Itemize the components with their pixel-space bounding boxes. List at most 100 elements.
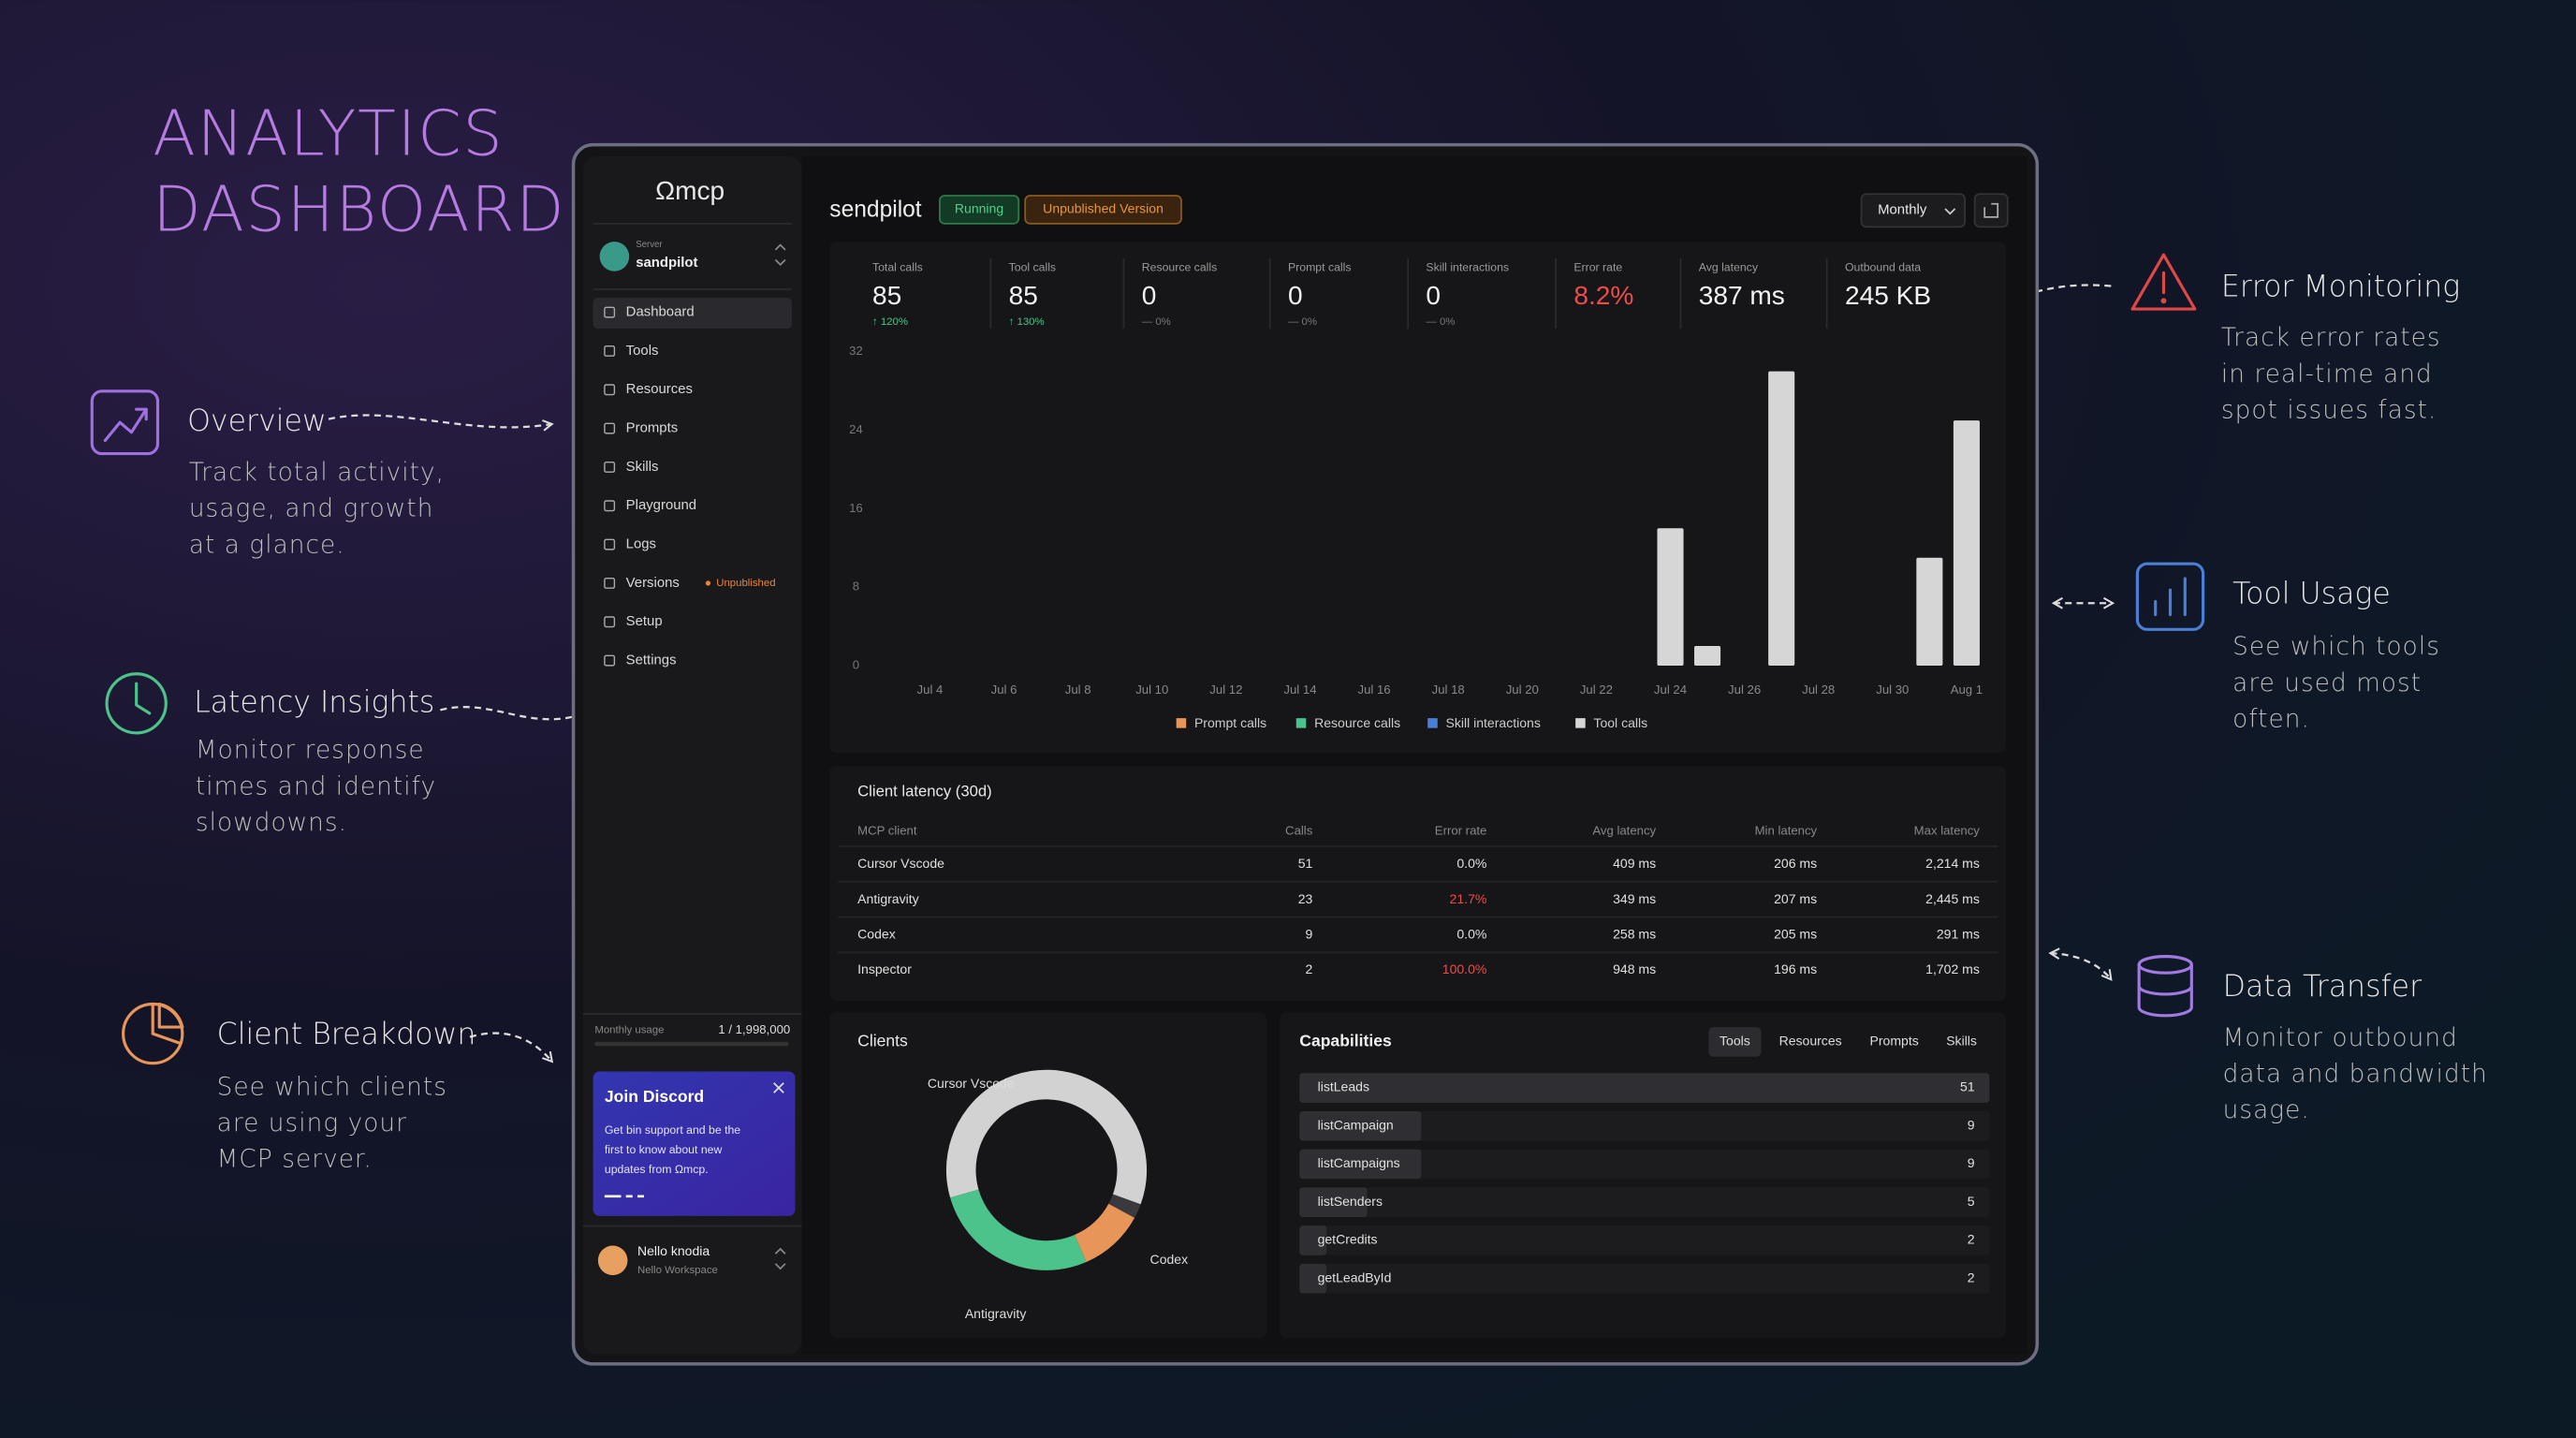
bar-track — [1299, 1263, 1990, 1294]
version: Unpublished Version — [1043, 201, 1164, 216]
stat-value: 85 — [1009, 281, 1038, 310]
arrow — [328, 414, 554, 432]
x-tick-label: Jul 16 — [1358, 682, 1391, 697]
stat-value: 245 KB — [1845, 281, 1931, 310]
table-title: Client latency (30d) — [857, 783, 992, 800]
stat-change: ↑ 130% — [1009, 316, 1045, 328]
period[interactable]: Monthly — [1878, 203, 1927, 218]
tab[interactable]: Skills — [1946, 1034, 1977, 1049]
table-header: Error rate — [1435, 824, 1487, 838]
table-cell: 207 ms — [1774, 891, 1817, 906]
callout-text: are used most — [2232, 669, 2422, 697]
discord-card[interactable] — [593, 1071, 796, 1216]
latency-panel — [829, 766, 2006, 1001]
nav-icon — [604, 500, 616, 512]
callout-text: often. — [2232, 705, 2310, 733]
callout-text: spot issues fast. — [2221, 396, 2437, 424]
x-tick-label: Jul 28 — [1802, 682, 1835, 697]
table-cell: 9 — [1306, 926, 1313, 941]
tab[interactable]: Prompts — [1870, 1034, 1919, 1049]
status-badge — [939, 195, 1020, 225]
bar — [1768, 371, 1795, 666]
nav-item[interactable]: Playground — [626, 498, 696, 513]
user-avatar — [597, 1245, 628, 1276]
table-cell: 196 ms — [1774, 961, 1817, 976]
overview-panel — [829, 242, 2006, 753]
tab[interactable]: Resources — [1779, 1034, 1842, 1049]
capability-value: 5 — [1968, 1194, 1975, 1209]
export-button[interactable] — [1973, 193, 2009, 228]
usage-label: Monthly usage — [594, 1025, 664, 1036]
bar — [1299, 1263, 1327, 1294]
callout-text: at a glance. — [189, 531, 345, 559]
bar-track — [1299, 1110, 1990, 1141]
callout-text: Monitor outbound — [2223, 1024, 2458, 1052]
overview-icon — [90, 389, 160, 456]
table-cell: Antigravity — [857, 891, 919, 906]
legend-label: Skill interactions — [1445, 715, 1540, 730]
nav-icon — [604, 345, 616, 357]
capability-value: 51 — [1960, 1079, 1975, 1094]
table-cell: 0.0% — [1456, 926, 1486, 941]
nav-active — [593, 297, 792, 330]
bar — [1299, 1073, 1990, 1103]
nav-item[interactable]: Skills — [626, 460, 659, 475]
nav-item[interactable]: Settings — [626, 653, 677, 668]
tab[interactable]: Tools — [1720, 1034, 1750, 1049]
chevron[interactable] — [774, 1247, 786, 1270]
x-tick-label: Jul 20 — [1506, 682, 1539, 697]
version-badge — [1024, 195, 1182, 225]
status: Running — [955, 201, 1003, 216]
nav-item[interactable]: Tools — [626, 344, 659, 359]
nav-icon — [604, 461, 616, 473]
donut-label: Antigravity — [965, 1306, 1027, 1321]
callout-text: slowdowns. — [196, 809, 347, 837]
table-cell: 1,702 ms — [1925, 961, 1980, 976]
period-dropdown[interactable] — [1860, 193, 1966, 228]
stat-label: Resource calls — [1142, 260, 1217, 273]
table-header: Calls — [1285, 824, 1313, 838]
table-cell: 2,445 ms — [1925, 891, 1980, 906]
table-cell: Inspector — [857, 961, 912, 976]
bar-track — [1299, 1225, 1990, 1255]
donut-segment — [1108, 1194, 1141, 1218]
table-cell: 100.0% — [1442, 961, 1487, 976]
badge-dot — [705, 580, 711, 586]
nav-item[interactable]: Dashboard — [626, 305, 695, 320]
nav-item[interactable]: Resources — [626, 382, 693, 397]
x-tick-label: Jul 26 — [1728, 682, 1761, 697]
tab-active[interactable] — [1708, 1027, 1762, 1057]
x-tick-label: Jul 18 — [1432, 682, 1465, 697]
title: ANALYTICS — [153, 97, 504, 170]
donut-segment — [1074, 1203, 1135, 1263]
discord-text: Get bin support and be the — [605, 1123, 740, 1137]
clients-panel — [829, 1012, 1267, 1338]
table-cell: 21.7% — [1450, 891, 1487, 906]
tool-icon — [2135, 562, 2205, 631]
table-cell: 2 — [1306, 961, 1313, 976]
chevron[interactable] — [1944, 208, 1956, 215]
table-header: Avg latency — [1592, 824, 1656, 838]
table-header: MCP client — [857, 824, 917, 838]
callout-text: See which tools — [2232, 633, 2440, 661]
bar-track — [1299, 1149, 1990, 1180]
logo: Ωmcp — [655, 176, 724, 205]
stat-value: 8.2% — [1573, 281, 1633, 310]
nav-item[interactable]: Prompts — [626, 421, 679, 436]
y-tick-label: 0 — [853, 657, 859, 671]
capability-name: listSenders — [1318, 1194, 1383, 1209]
stat-label: Error rate — [1573, 260, 1622, 273]
chevron[interactable] — [774, 243, 786, 266]
nav-item[interactable]: Logs — [626, 537, 656, 552]
nav-icon — [604, 306, 616, 318]
y-tick-label: 8 — [853, 580, 859, 594]
capability-value: 9 — [1968, 1117, 1975, 1132]
y-tick-label: 32 — [849, 344, 863, 358]
nav-icon — [604, 577, 616, 589]
stat-change: — 0% — [1288, 316, 1317, 328]
nav-item[interactable]: Setup — [626, 614, 663, 629]
user-name: Nello knodia — [637, 1243, 710, 1258]
nav-item[interactable]: Versions — [626, 576, 680, 591]
close[interactable] — [773, 1082, 784, 1093]
